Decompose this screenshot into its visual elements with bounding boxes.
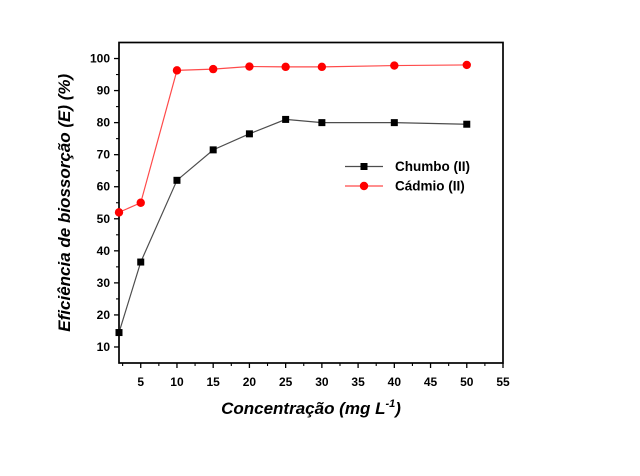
x-tick-label: 55 xyxy=(496,375,510,389)
data-point-circle xyxy=(317,62,327,72)
data-point-circle xyxy=(390,61,399,70)
y-tick-label: 70 xyxy=(97,148,111,162)
y-tick-label: 60 xyxy=(97,180,111,194)
data-point-square xyxy=(282,115,290,123)
data-point-circle xyxy=(245,62,254,71)
x-tick-label: 50 xyxy=(460,375,474,389)
legend-marker-square xyxy=(360,163,368,170)
plot-frame xyxy=(118,41,504,364)
data-point-circle xyxy=(281,62,290,72)
x-tick-label: 25 xyxy=(279,375,293,389)
y-tick-label: 50 xyxy=(97,212,111,226)
data-point-circle xyxy=(136,198,145,207)
y-tick-label: 20 xyxy=(97,308,111,322)
y-tick-label: 30 xyxy=(97,276,111,290)
x-tick-label: 30 xyxy=(315,375,329,389)
x-tick-label: 5 xyxy=(137,375,144,389)
legend-label: Chumbo (II) xyxy=(395,159,470,174)
data-point-square xyxy=(173,176,181,184)
x-tick-label: 45 xyxy=(424,375,438,389)
data-point-square xyxy=(318,119,326,127)
data-point-circle xyxy=(462,60,471,70)
x-axis-label: Concentração (mg L-1) xyxy=(221,398,401,418)
x-tick-label: 40 xyxy=(388,375,402,389)
legend-marker-circle xyxy=(359,181,369,191)
y-tick-label: 100 xyxy=(90,52,110,66)
x-tick-label: 15 xyxy=(207,375,221,389)
data-point-circle xyxy=(208,64,218,74)
y-axis-label: Eficiência de biossorção (E) (%) xyxy=(55,73,74,331)
data-point-square xyxy=(245,130,253,138)
data-point-square xyxy=(115,329,123,337)
data-point-circle xyxy=(114,208,124,217)
y-tick-label: 80 xyxy=(97,116,111,130)
data-point-square xyxy=(463,120,471,128)
x-tick-label: 10 xyxy=(170,375,184,389)
y-tick-label: 10 xyxy=(97,340,111,354)
data-point-circle xyxy=(172,66,182,75)
y-tick-label: 40 xyxy=(97,244,111,258)
legend-label: Cádmio (II) xyxy=(395,179,465,194)
y-tick-label: 90 xyxy=(97,84,111,98)
data-point-square xyxy=(209,146,217,154)
x-tick-label: 35 xyxy=(351,375,365,389)
x-tick-label: 20 xyxy=(243,375,257,389)
series-line-square xyxy=(118,118,467,333)
data-point-square xyxy=(137,258,145,266)
data-point-square xyxy=(390,119,398,127)
